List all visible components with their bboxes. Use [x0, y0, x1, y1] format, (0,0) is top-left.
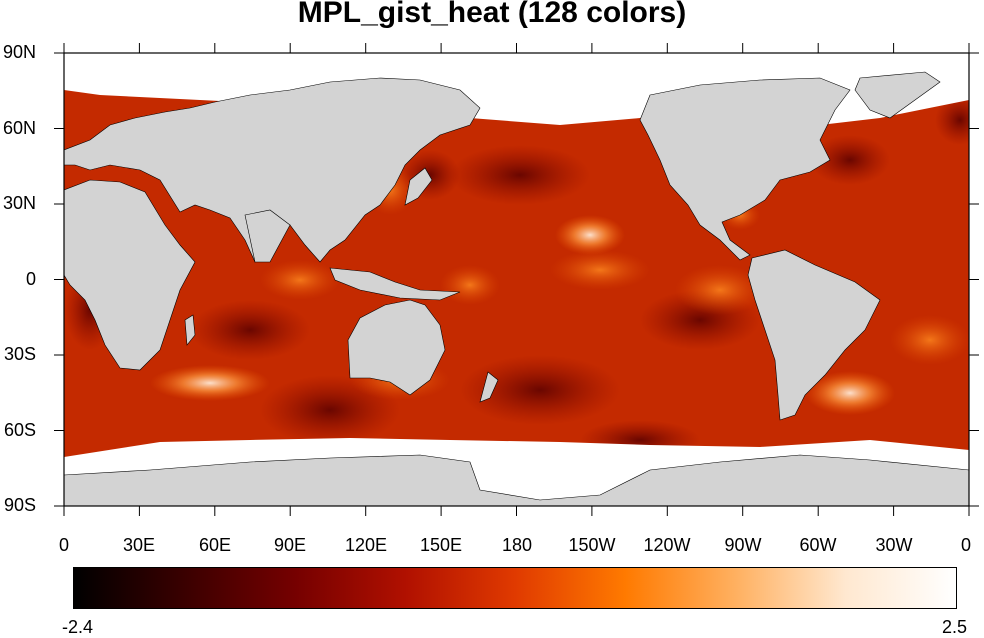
map-title: MPL_gist_heat (128 colors) [297, 0, 687, 29]
colorbar-max-label: 2.5 [942, 617, 968, 637]
y-tick-label: 90S [3, 495, 36, 515]
x-tick-label: 0 [58, 535, 69, 555]
y-tick-label: 30S [3, 344, 36, 364]
axis-ticks [54, 43, 979, 516]
north-america [639, 77, 851, 261]
x-tick-label: 120E [344, 535, 388, 555]
new-zealand [479, 371, 499, 403]
south-america [747, 249, 881, 421]
land-masses [64, 71, 969, 506]
eurasia [64, 77, 481, 263]
x-tick-label: 90W [724, 535, 762, 555]
madagascar [184, 314, 196, 346]
x-tick-label: 180 [501, 535, 533, 555]
x-tick-label: 90E [273, 535, 307, 555]
y-tick-label: 0 [25, 269, 36, 289]
x-tick-label: 30E [122, 535, 156, 555]
map-plot [54, 43, 979, 516]
australia [347, 299, 446, 396]
y-tick-label: 30N [2, 193, 36, 213]
colorbar [73, 567, 957, 609]
antarctica [64, 454, 969, 506]
japan [404, 167, 433, 206]
x-tick-label: 30W [875, 535, 913, 555]
colorbar-min-label: -2.4 [62, 617, 94, 637]
indonesia [329, 267, 461, 301]
greenland [854, 71, 941, 119]
x-tick-label: 60W [799, 535, 837, 555]
y-tick-label: 60S [3, 420, 36, 440]
y-tick-label: 60N [2, 118, 36, 138]
y-tick-label: 90N [2, 42, 36, 62]
india [244, 209, 291, 263]
x-tick-label: 120W [643, 535, 691, 555]
x-tick-label: 150E [419, 535, 463, 555]
africa [64, 179, 196, 371]
x-tick-label: 0 [960, 535, 971, 555]
x-tick-label: 60E [198, 535, 232, 555]
x-tick-label: 150W [568, 535, 616, 555]
